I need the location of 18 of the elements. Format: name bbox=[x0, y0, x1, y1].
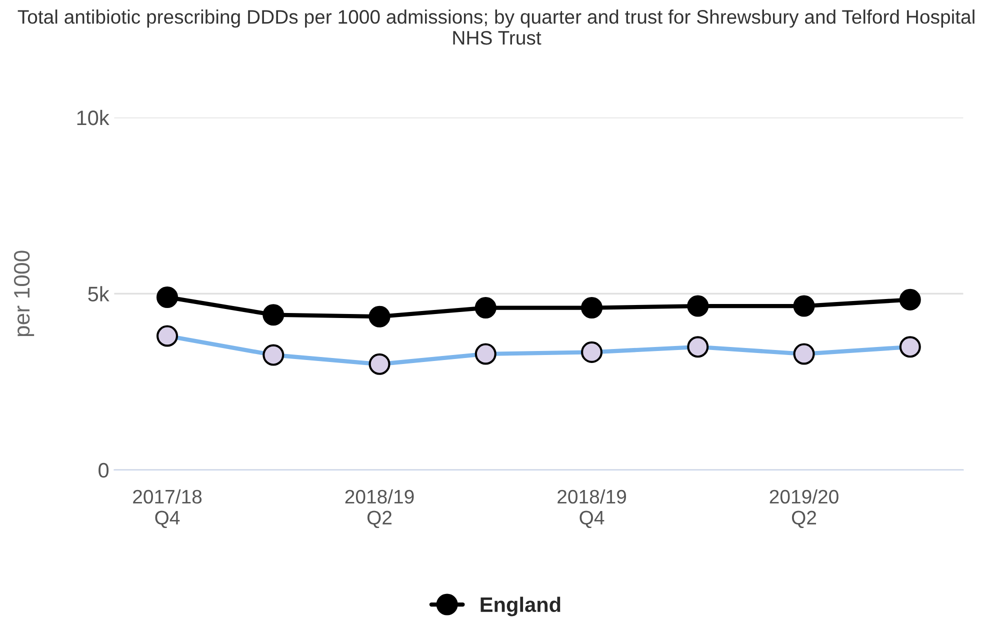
point bbox=[474, 297, 496, 319]
x-tick-label: 2017/18 Q4 bbox=[133, 489, 202, 528]
point bbox=[156, 286, 178, 308]
y-tick-label: 5k bbox=[88, 286, 110, 302]
point bbox=[262, 304, 284, 326]
x-tick-label: 2019/20 Q2 bbox=[770, 489, 838, 528]
legend-label: England bbox=[480, 596, 560, 616]
y-tick-label: 0 bbox=[98, 462, 109, 478]
point bbox=[368, 306, 390, 328]
point bbox=[687, 295, 709, 317]
point bbox=[793, 295, 815, 317]
x-tick-label: 2018/19 Q2 bbox=[345, 489, 414, 528]
x-tick-label: 2018/19 Q4 bbox=[558, 489, 626, 528]
point bbox=[899, 288, 921, 310]
y-tick-label: 10k bbox=[77, 110, 110, 126]
point bbox=[581, 297, 603, 319]
y-axis-title: per 1000 bbox=[14, 250, 34, 336]
chart-title: Total antibiotic prescribing DDDs per 1000 admissions; by quarter and trust for Shrewsbury and Telford Hospital NHS Trust bbox=[18, 10, 974, 45]
